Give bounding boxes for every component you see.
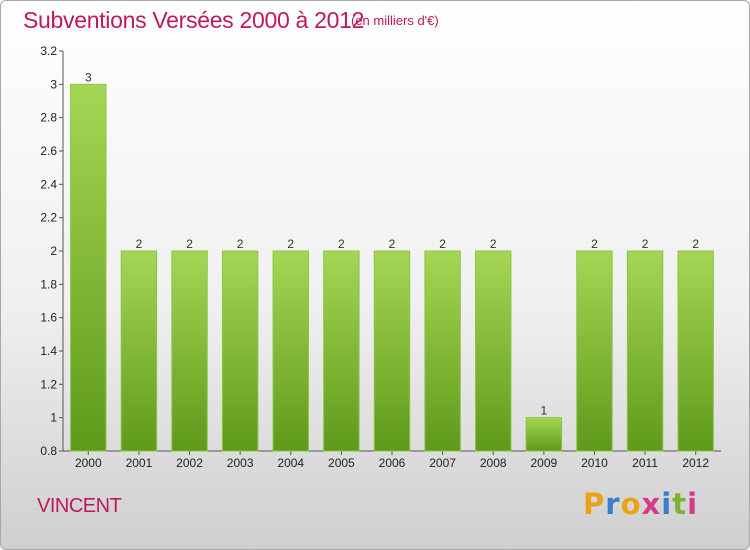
data-label: 3 xyxy=(85,70,92,84)
data-label: 1 xyxy=(541,404,548,418)
bar-2002 xyxy=(171,250,208,452)
y-tick-label: 1.4 xyxy=(40,344,57,358)
y-tick-label: 2 xyxy=(50,244,57,258)
x-tick-label: 2012 xyxy=(682,456,709,470)
x-tick-label: 2002 xyxy=(176,456,203,470)
y-tick-label: 2.8 xyxy=(40,111,57,125)
bar-2006 xyxy=(373,250,411,452)
data-label: 2 xyxy=(591,237,598,251)
bar-2005 xyxy=(323,250,360,452)
bar-2009 xyxy=(525,417,563,452)
x-tick-label: 2011 xyxy=(632,456,658,470)
data-label: 2 xyxy=(389,237,396,251)
x-tick-label: 2009 xyxy=(530,456,557,470)
bar-2001 xyxy=(120,250,158,452)
x-tick-label: 2005 xyxy=(328,456,355,470)
x-tick-label: 2010 xyxy=(581,456,608,470)
y-tick-label: 3 xyxy=(50,77,57,91)
data-label: 2 xyxy=(338,237,345,251)
data-label: 2 xyxy=(237,237,244,251)
data-label: 2 xyxy=(439,237,446,251)
bar-2003 xyxy=(221,250,259,452)
bar-2011 xyxy=(626,250,664,452)
logo-letter: x xyxy=(641,487,662,521)
x-tick-label: 2007 xyxy=(429,456,456,470)
y-tick-label: 1.6 xyxy=(40,311,57,325)
logo-letter: i xyxy=(661,487,673,521)
logo-letter: t xyxy=(672,487,688,521)
logo-letter: o xyxy=(620,487,642,521)
labels: 0.8 1 1.2 1.4 1.6 1.8 2 2.2 2.4 2.6 2.8 3 3.2 2000 3 20… xyxy=(40,44,709,470)
data-label: 2 xyxy=(692,237,699,251)
x-tick-label: 2008 xyxy=(480,456,507,470)
data-label: 2 xyxy=(490,237,497,251)
data-label: 2 xyxy=(136,237,143,251)
data-label: 2 xyxy=(642,237,649,251)
bar-2007 xyxy=(424,250,461,452)
chart-title: Subventions Versées 2000 à 2012 xyxy=(23,7,365,33)
x-tick-label: 2003 xyxy=(227,456,254,470)
y-tick-label: 2.4 xyxy=(40,177,57,191)
x-tick-label: 2000 xyxy=(75,456,102,470)
proxiti-logo: Proxiti xyxy=(583,487,698,521)
bars xyxy=(70,83,714,452)
bar-2012 xyxy=(677,250,714,452)
x-tick-label: 2006 xyxy=(379,456,406,470)
y-tick-label: 1.8 xyxy=(40,277,57,291)
x-tick-label: 2001 xyxy=(126,456,153,470)
unit-label: (en milliers d'€) xyxy=(351,13,439,28)
logo-letter: i xyxy=(687,487,699,521)
y-tick-label: 1.2 xyxy=(40,377,57,391)
data-label: 2 xyxy=(186,237,193,251)
y-tick-label: 3.2 xyxy=(40,44,57,58)
y-tick-label: 2.2 xyxy=(40,211,57,225)
logo-letter: r xyxy=(605,487,621,521)
commune-name: VINCENT xyxy=(37,495,122,517)
data-label: 2 xyxy=(287,237,294,251)
y-tick-label: 1 xyxy=(50,411,57,425)
bar-2000 xyxy=(70,83,107,452)
bar-2010 xyxy=(576,250,613,452)
bar-2004 xyxy=(272,250,309,452)
y-tick-label: 2.6 xyxy=(40,144,57,158)
bar-2008 xyxy=(475,250,512,452)
y-tick-label: 0.8 xyxy=(40,444,57,458)
logo-letter: P xyxy=(583,487,606,521)
x-tick-label: 2004 xyxy=(277,456,304,470)
